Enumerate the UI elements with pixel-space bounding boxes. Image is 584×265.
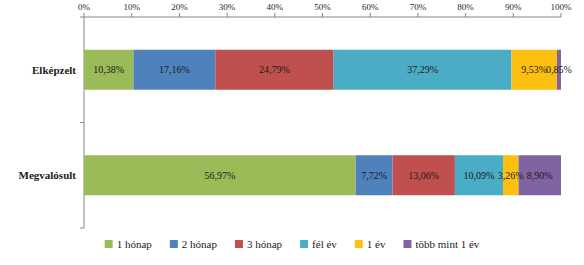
bar-segment <box>84 155 356 195</box>
legend-label: fél év <box>312 238 337 250</box>
y-tick <box>80 122 84 123</box>
data-label: 37,29% <box>407 64 438 75</box>
bar-segment <box>356 155 393 195</box>
data-labels: 10,38% 56,97% 17,16% 7,72% 24,79% 13,06% 37,29… <box>93 64 572 181</box>
category-label: Megvalósult <box>19 169 77 181</box>
legend-swatch <box>170 240 178 248</box>
x-tick <box>274 13 275 17</box>
data-label: 10,09% <box>464 170 495 181</box>
x-tick <box>131 13 132 17</box>
legend-swatch <box>300 240 308 248</box>
x-tick-label: 10% <box>123 2 140 12</box>
x-tick <box>417 13 418 17</box>
data-label: 9,53% <box>521 64 547 75</box>
x-tick-label: 40% <box>267 2 284 12</box>
x-tick <box>227 13 228 17</box>
x-tick <box>370 13 371 17</box>
data-label: 10,38% <box>93 64 124 75</box>
data-label: 7,72% <box>361 170 387 181</box>
x-tick-label: 20% <box>171 2 188 12</box>
x-tick-label: 100% <box>551 2 573 12</box>
legend-label: több mint 1 év <box>415 238 479 250</box>
legend-label: 2 hónap <box>182 238 218 250</box>
x-tick <box>179 13 180 17</box>
y-tick <box>80 228 84 229</box>
bar-segment <box>393 155 455 195</box>
legend-label: 3 hónap <box>247 238 283 250</box>
legend-swatch <box>403 240 411 248</box>
data-label: 8,90% <box>527 170 553 181</box>
chart: 0% 10% 20% 30% 40% 50% 60% 70% 80% 90% 100% 10,38% 5… <box>0 0 584 265</box>
x-tick <box>322 13 323 17</box>
legend-swatch <box>355 240 363 248</box>
data-label: 24,79% <box>259 64 290 75</box>
x-tick-label: 80% <box>457 2 474 12</box>
data-label: 3,26% <box>498 170 524 181</box>
y-tick <box>80 17 84 18</box>
x-tick <box>84 13 85 17</box>
x-tick-label: 70% <box>410 2 427 12</box>
bar-segment <box>134 50 216 90</box>
x-tick <box>561 13 562 17</box>
bar-segment <box>455 155 503 195</box>
x-tick-label: 0% <box>78 2 91 12</box>
x-tick-label: 90% <box>505 2 522 12</box>
legend: 1 hónap 2 hónap 3 hónap fél év 1 év több mint… <box>105 238 480 250</box>
data-label: 13,06% <box>408 170 439 181</box>
x-tick-label: 50% <box>314 2 331 12</box>
bar-segment <box>215 50 333 90</box>
bars <box>84 50 561 196</box>
x-tick-label: 60% <box>362 2 379 12</box>
data-label: 56,97% <box>204 170 235 181</box>
bar-segment <box>519 155 561 195</box>
bar-segment <box>84 50 134 90</box>
category-label: Elképzelt <box>32 64 76 76</box>
x-tick-label: 30% <box>219 2 236 12</box>
legend-swatch <box>105 240 113 248</box>
bar-segment <box>334 50 512 90</box>
legend-swatch <box>235 240 243 248</box>
legend-label: 1 év <box>367 238 386 250</box>
legend-label: 1 hónap <box>117 238 153 250</box>
x-tick <box>465 13 466 17</box>
x-tick <box>513 13 514 17</box>
data-label: 0,85% <box>546 64 572 75</box>
data-label: 17,16% <box>159 64 190 75</box>
